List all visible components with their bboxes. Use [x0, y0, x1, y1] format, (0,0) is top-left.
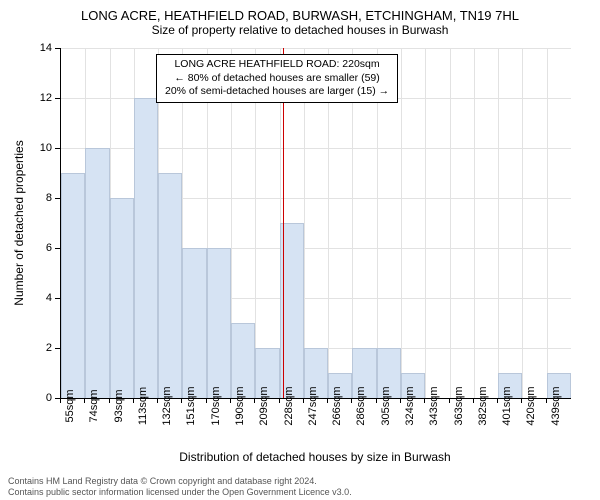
annotation-larger: 20% of semi-detached houses are larger (… — [165, 85, 389, 99]
histogram-bar — [110, 198, 134, 398]
x-tick-label: 55sqm — [64, 389, 76, 422]
y-tick-label: 2 — [46, 342, 52, 354]
x-tick-label: 247sqm — [307, 386, 319, 425]
histogram-bar — [182, 248, 206, 398]
x-tick-label: 343sqm — [428, 386, 440, 425]
x-tick-label: 420sqm — [525, 386, 537, 425]
y-axis-ticks: 02468101214 — [0, 48, 60, 398]
y-tick-label: 12 — [40, 92, 52, 104]
histogram-bar — [158, 173, 182, 398]
annotation-property: LONG ACRE HEATHFIELD ROAD: 220sqm — [165, 58, 389, 72]
property-size-histogram: LONG ACRE, HEATHFIELD ROAD, BURWASH, ETC… — [0, 0, 600, 500]
plot-area: LONG ACRE HEATHFIELD ROAD: 220sqm ← 80% … — [60, 48, 571, 399]
x-tick-label: 190sqm — [234, 386, 246, 425]
y-tick-label: 0 — [46, 392, 52, 404]
x-tick-label: 305sqm — [380, 386, 392, 425]
chart-subtitle: Size of property relative to detached ho… — [0, 23, 600, 41]
histogram-bar — [134, 98, 158, 398]
x-tick-label: 439sqm — [550, 386, 562, 425]
x-tick-label: 382sqm — [477, 386, 489, 425]
footer-line-1: Contains HM Land Registry data © Crown c… — [8, 476, 317, 486]
x-tick-label: 266sqm — [331, 386, 343, 425]
y-tick-label: 6 — [46, 242, 52, 254]
chart-title: LONG ACRE, HEATHFIELD ROAD, BURWASH, ETC… — [0, 0, 600, 23]
histogram-bar — [61, 173, 85, 398]
x-tick-label: 228sqm — [283, 386, 295, 425]
x-tick-label: 363sqm — [453, 386, 465, 425]
annotation-box: LONG ACRE HEATHFIELD ROAD: 220sqm ← 80% … — [156, 54, 398, 103]
annotation-smaller: ← 80% of detached houses are smaller (59… — [165, 72, 389, 86]
x-tick-label: 151sqm — [185, 386, 197, 425]
licence-footer: Contains HM Land Registry data © Crown c… — [8, 476, 352, 499]
x-tick-label: 324sqm — [404, 386, 416, 425]
x-tick-label: 132sqm — [161, 386, 173, 425]
footer-line-2: Contains public sector information licen… — [8, 487, 352, 497]
y-tick-label: 4 — [46, 292, 52, 304]
y-tick-label: 10 — [40, 142, 52, 154]
x-axis-label: Distribution of detached houses by size … — [60, 450, 570, 464]
x-tick-label: 93sqm — [113, 389, 125, 422]
x-tick-label: 113sqm — [137, 387, 149, 425]
x-tick-label: 286sqm — [355, 386, 367, 425]
x-tick-label: 209sqm — [258, 386, 270, 425]
y-tick-label: 8 — [46, 192, 52, 204]
y-tick-label: 14 — [40, 42, 52, 54]
x-tick-label: 401sqm — [501, 386, 513, 425]
x-tick-label: 74sqm — [88, 389, 100, 422]
x-tick-label: 170sqm — [210, 386, 222, 425]
histogram-bar — [85, 148, 109, 398]
histogram-bar — [207, 248, 231, 398]
